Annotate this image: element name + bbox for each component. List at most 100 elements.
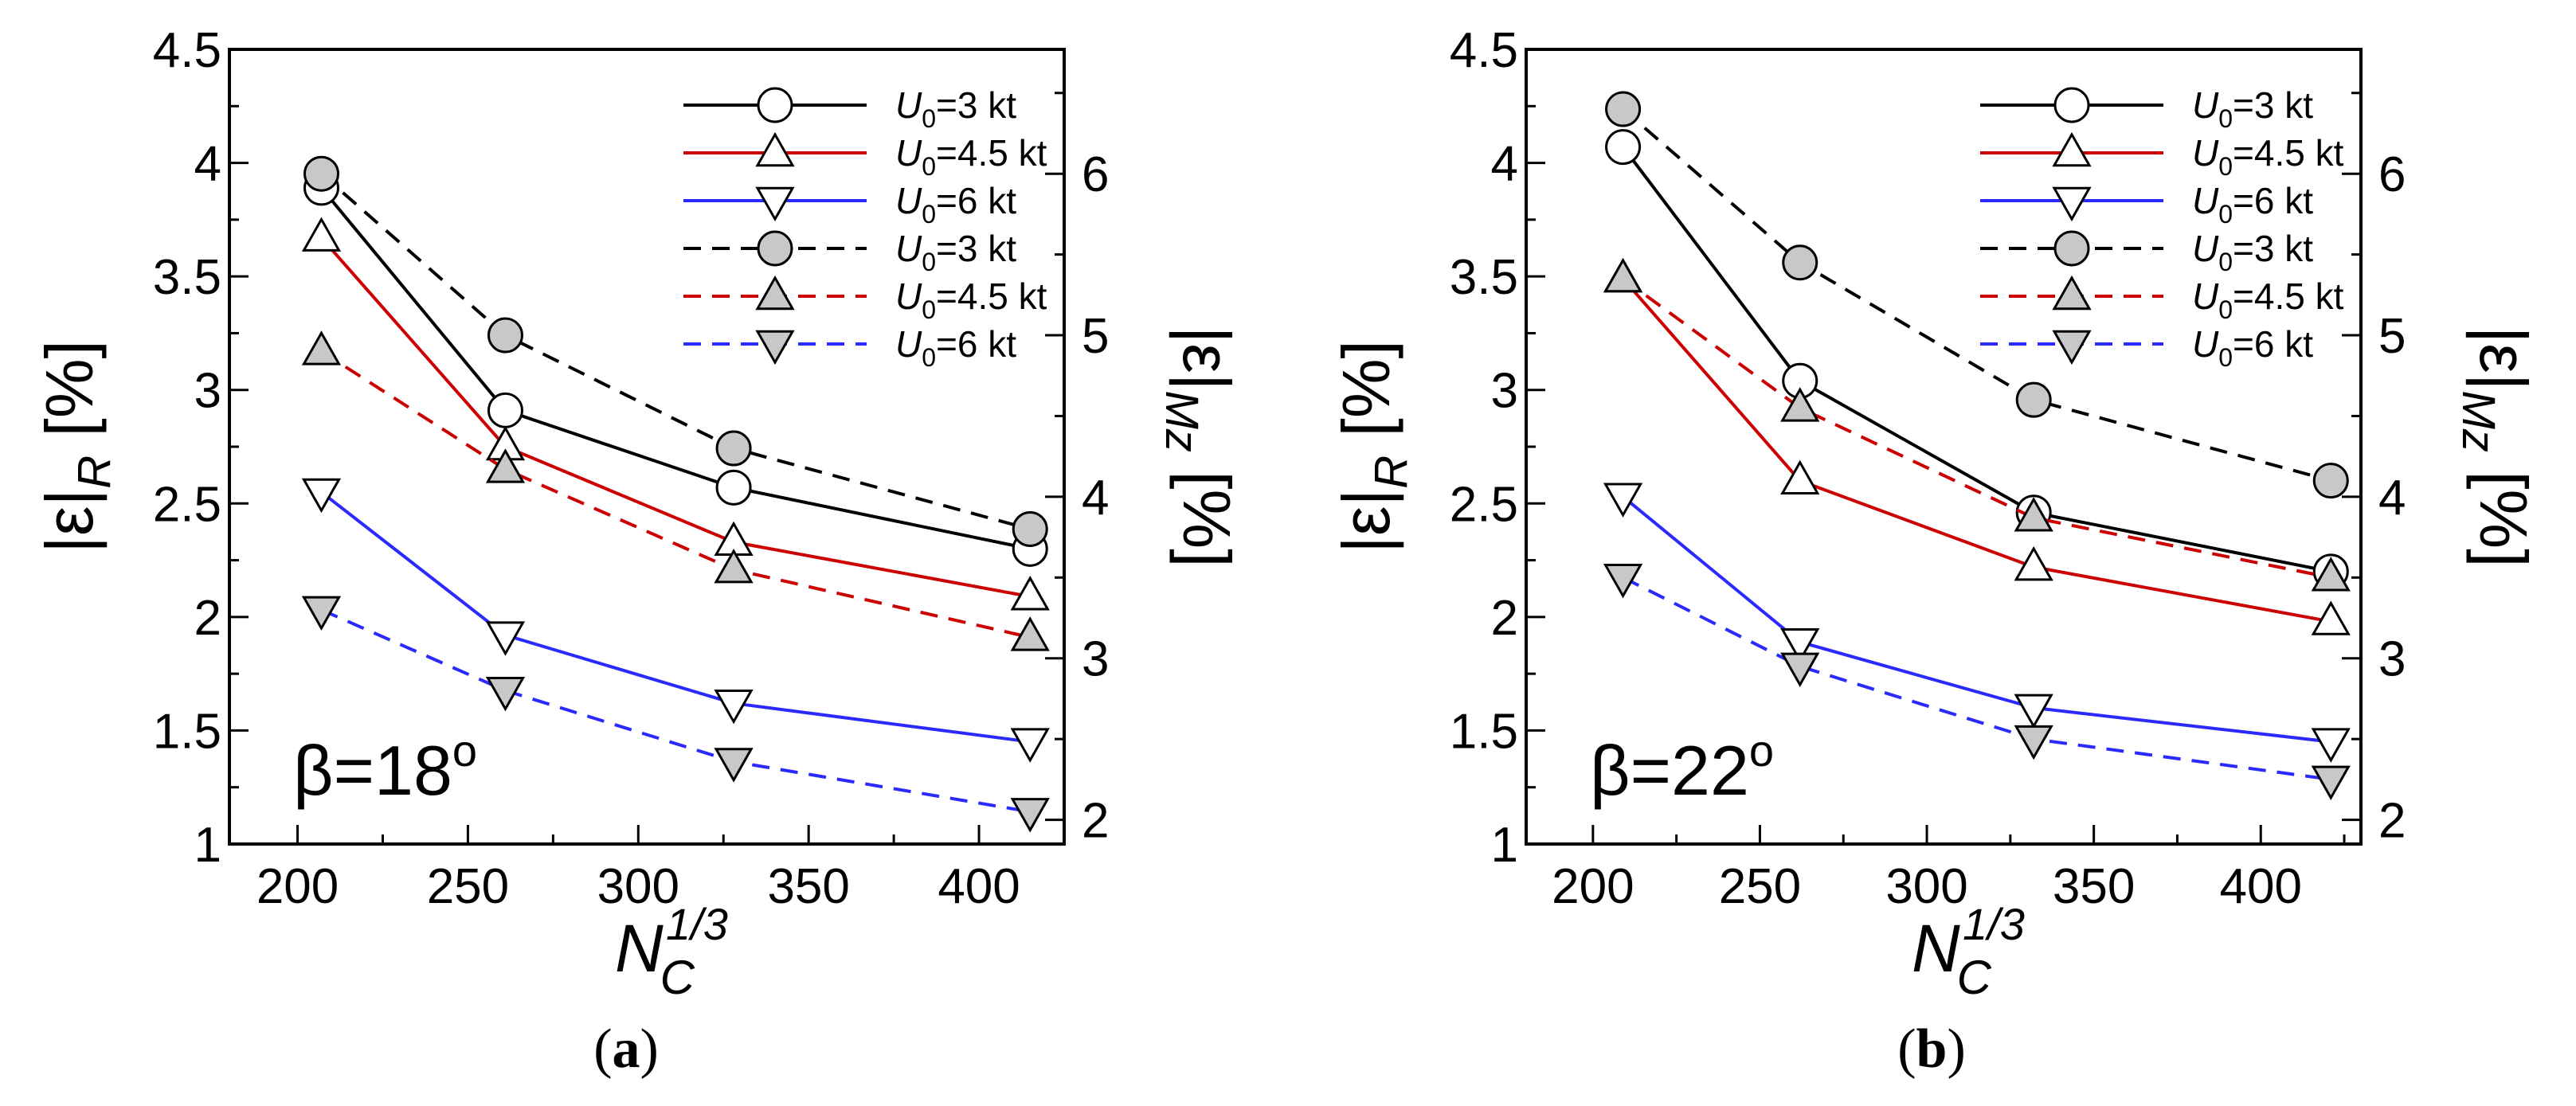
y-right-axis-label: |ε|Mz [%]	[1156, 326, 1244, 567]
legend-label-rest: =3 kt	[2233, 228, 2313, 269]
legend-entry-1: U0=4.5 kt	[1980, 131, 2344, 181]
legend-label-rest: =4.5 kt	[936, 132, 1047, 174]
y-right-tick-label: 4	[1082, 471, 1109, 526]
legend-label-rest: =3 kt	[936, 84, 1016, 126]
series-line	[1622, 576, 2331, 781]
beta-annotation-value: β=22	[1590, 731, 1749, 810]
x-tick-label: 350	[2053, 859, 2135, 914]
series-line	[1622, 495, 2331, 744]
data-point-triangle-down	[485, 621, 526, 656]
y-right-tick-label: 2	[2378, 794, 2406, 849]
legend-label: U0=6 kt	[895, 323, 1016, 372]
legend-label: U0=3 kt	[2192, 84, 2313, 133]
y-left-tick-label: 4.5	[153, 23, 221, 78]
series-line	[320, 608, 1031, 814]
legend-label-sub: 0	[2218, 295, 2233, 324]
legend-label-name: U	[895, 84, 922, 126]
y-left-tick-label: 3.5	[1450, 250, 1518, 305]
legend-label: U0=6 kt	[2192, 180, 2313, 229]
data-point-triangle-down	[1603, 483, 1643, 518]
y-right-tick-label: 3	[1082, 632, 1109, 687]
data-point-triangle-down	[485, 677, 526, 712]
legend-label: U0=4.5 kt	[895, 132, 1047, 181]
series-line	[319, 236, 1031, 599]
y-left-label-sub: R	[69, 455, 120, 489]
y-right-label-unit: [%]	[1169, 452, 1244, 568]
series-line	[1622, 107, 2331, 483]
y-right-tick-label: 3	[2378, 632, 2406, 687]
series-0-solid	[303, 170, 1048, 567]
legend-entry-0: U0=3 kt	[1980, 84, 2313, 133]
beta-annotation-degree: o	[1749, 725, 1774, 776]
legend-label-rest: =6 kt	[2233, 323, 2313, 365]
legend-label-sub: 0	[922, 295, 936, 324]
y-left-tick-label: 2	[1491, 591, 1518, 646]
legend-entry-3: U0=3 kt	[683, 228, 1016, 276]
data-point-triangle-up	[2014, 497, 2053, 532]
legend-label-name: U	[895, 276, 922, 317]
legend-label: U0=3 kt	[895, 84, 1016, 133]
data-point-triangle-up	[1780, 387, 1820, 422]
series-2-solid	[1603, 483, 2351, 763]
data-point-triangle-up	[1603, 257, 1643, 293]
y-right-tick-label: 2	[1082, 794, 1109, 849]
y-left-axis-label: |ε|R [%]	[32, 340, 120, 553]
legend-marker-triangle-down	[2052, 186, 2092, 222]
legend-entry-4: U0=4.5 kt	[1980, 275, 2344, 324]
legend-marker-triangle-down	[755, 330, 795, 365]
series-line	[1621, 146, 2331, 573]
legend-label-rest: =6 kt	[2233, 180, 2313, 221]
y-right-label-unit: [%]	[2466, 452, 2541, 568]
x-tick-label: 350	[767, 859, 849, 914]
legend-label: U0=4.5 kt	[2192, 276, 2344, 324]
data-point-triangle-down	[2014, 694, 2053, 729]
y-left-tick-label: 3.5	[153, 250, 221, 305]
y-left-tick-label: 1	[1491, 818, 1518, 873]
panel-caption: (a)	[593, 1018, 659, 1080]
data-point-triangle-up	[2311, 557, 2351, 592]
legend-label-sub: 0	[2218, 343, 2233, 372]
x-tick-label: 250	[427, 859, 509, 914]
series-line	[1622, 277, 2331, 580]
series-3-dashed	[303, 155, 1048, 547]
data-point-triangle-down	[1780, 652, 1820, 688]
legend-label-name: U	[895, 180, 922, 221]
legend-entry-2: U0=6 kt	[1980, 180, 2313, 229]
y-left-tick-label: 2	[194, 591, 221, 646]
legend-marker-triangle-up	[2052, 275, 2092, 311]
legend-label: U0=4.5 kt	[895, 276, 1047, 324]
data-point-circle	[487, 317, 523, 354]
series-line	[319, 186, 1031, 551]
legend-label-rest: =4.5 kt	[936, 276, 1047, 317]
data-point-circle	[2015, 381, 2052, 418]
legend-label-name: U	[895, 323, 922, 365]
data-point-triangle-down	[714, 689, 754, 725]
y-left-tick-label: 1.5	[1450, 704, 1518, 759]
y-left-tick-label: 1	[194, 818, 221, 873]
y-left-tick-label: 4	[1491, 137, 1518, 192]
x-tick-label: 200	[1552, 859, 1634, 914]
y-right-tick-label: 6	[1082, 147, 1109, 202]
data-point-triangle-down	[1010, 728, 1050, 763]
beta-annotation: β=22o	[1590, 725, 1774, 810]
data-point-circle	[303, 155, 339, 192]
chart-panel-a: 1 1.5 2 2.5 3 3.5 4 4.5 2 3 4 5 6 200 250 300 350 400 NC1/…	[32, 23, 1244, 1080]
legend-label: U0=3 kt	[895, 228, 1016, 276]
data-point-triangle-up	[2311, 600, 2351, 635]
y-right-tick-label: 5	[1082, 309, 1109, 364]
series-4-dashed	[301, 330, 1050, 651]
data-point-triangle-up	[301, 330, 342, 365]
legend-marker-circle	[2053, 87, 2090, 123]
legend-marker-triangle-up	[2052, 131, 2092, 167]
legend-label-name: U	[2192, 276, 2219, 317]
beta-annotation: β=18o	[293, 725, 477, 810]
y-right-axis-label: |ε|Mz [%]	[2453, 326, 2541, 567]
y-right-label-base: |ε|	[1169, 326, 1244, 390]
legend-label-sub: 0	[2218, 200, 2233, 229]
legend-label-name: U	[2192, 84, 2219, 126]
data-point-triangle-up	[301, 217, 342, 252]
legend-label-sub: 0	[2218, 152, 2233, 181]
legend-label-sub: 0	[2218, 248, 2233, 276]
